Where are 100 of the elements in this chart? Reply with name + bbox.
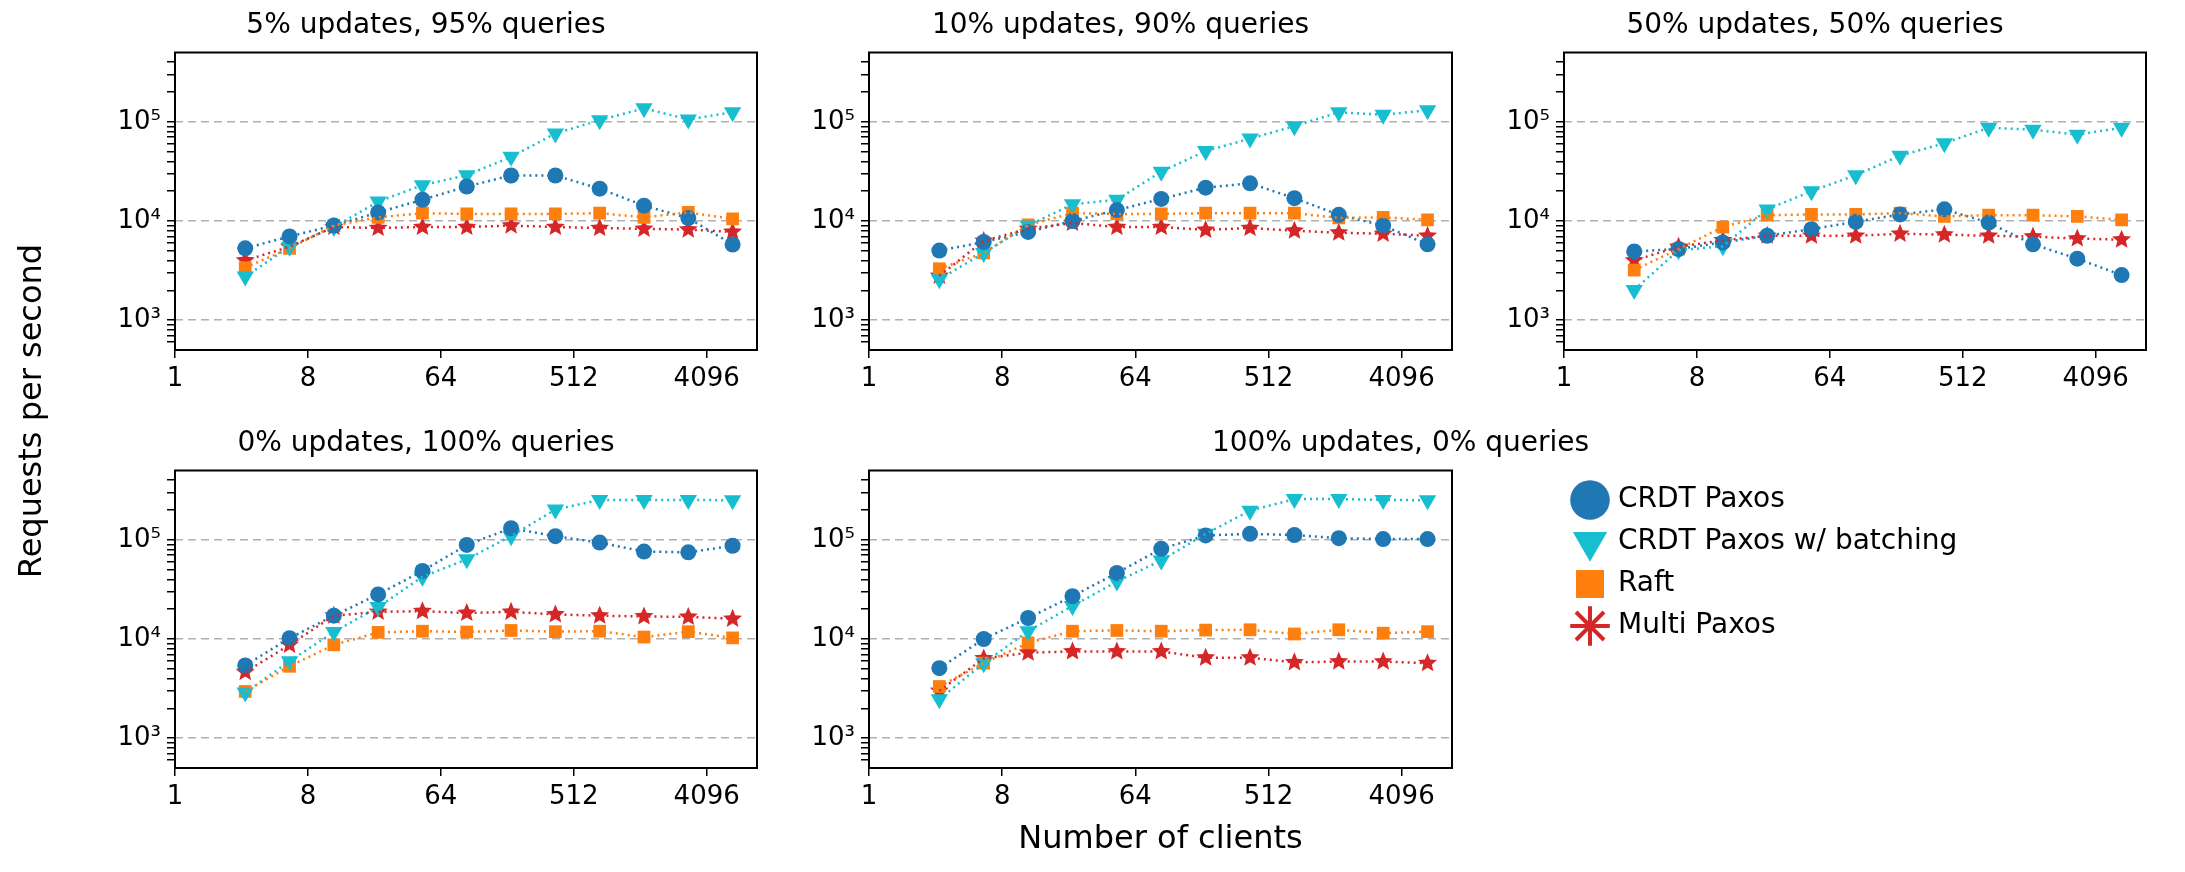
y-tick-label: 10³ [811, 720, 855, 751]
point [680, 544, 697, 561]
point [549, 625, 562, 639]
point [635, 543, 652, 560]
point [416, 624, 429, 638]
point [1374, 494, 1392, 510]
point [591, 494, 609, 510]
x-tick-label: 64 [1813, 362, 1847, 393]
point [460, 625, 474, 639]
point [634, 606, 654, 625]
point [1376, 626, 1390, 640]
x-tick-label: 64 [424, 780, 458, 811]
x-tick-label: 1 [1555, 362, 1573, 393]
point [723, 608, 743, 627]
point [681, 625, 695, 639]
point [591, 534, 608, 551]
x-tick-label: 4096 [1368, 780, 1435, 811]
x-tick-label: 64 [1118, 780, 1152, 811]
x-tick-label: 8 [993, 780, 1011, 811]
x-tick-label: 8 [1688, 362, 1706, 393]
y-tick-label: 10⁵ [811, 104, 855, 135]
x-tick-label: 8 [299, 362, 317, 393]
point [1418, 495, 1437, 511]
point [1284, 652, 1304, 671]
point [1154, 624, 1168, 638]
x-tick-label: 64 [1118, 362, 1152, 393]
y-tick-label: 10⁵ [117, 522, 161, 553]
point [975, 631, 992, 648]
point [1107, 641, 1127, 660]
point [1151, 641, 1171, 660]
y-tick-label: 10³ [1506, 302, 1550, 333]
point [932, 680, 946, 693]
y-tick-label: 10⁵ [1506, 104, 1550, 135]
point [1199, 623, 1213, 637]
point [679, 494, 697, 510]
point [1108, 564, 1125, 581]
x-tick-label: 64 [424, 362, 458, 393]
chart-title: 5% updates, 95% queries [246, 7, 606, 41]
point [1329, 651, 1349, 670]
point [501, 601, 521, 620]
point [590, 605, 610, 624]
x-tick-label: 4096 [1368, 362, 1435, 393]
chart-title: 50% updates, 50% queries [1626, 7, 2004, 41]
y-tick-label: 10⁴ [811, 203, 855, 234]
point [1066, 624, 1079, 638]
x-tick-label: 1 [166, 362, 184, 393]
point [724, 537, 741, 554]
point [371, 626, 385, 639]
point [1332, 623, 1346, 637]
point [1062, 641, 1082, 660]
legend-label: Raft [1618, 565, 1675, 599]
point [547, 528, 564, 545]
point [412, 601, 432, 620]
legend-label: Multi Paxos [1618, 607, 1776, 641]
point [678, 606, 698, 626]
point [1243, 623, 1257, 637]
point [1330, 530, 1347, 547]
legend-label: CRDT Paxos [1618, 481, 1785, 515]
point [1421, 625, 1434, 639]
y-tick-label: 10³ [117, 302, 161, 333]
point [723, 495, 742, 511]
point [1375, 531, 1392, 548]
y-tick-label: 10⁴ [811, 621, 855, 652]
y-tick-label: 10⁵ [117, 104, 161, 135]
x-tick-label: 512 [548, 362, 599, 393]
x-tick-label: 4096 [673, 362, 740, 393]
x-tick-label: 1 [860, 362, 878, 393]
x-axis-title: Number of clients [1018, 818, 1303, 857]
point [1286, 527, 1303, 544]
chart-title: 10% updates, 90% queries [931, 7, 1310, 41]
point [1153, 540, 1170, 557]
x-tick-label: 512 [1243, 362, 1294, 393]
x-tick-label: 512 [1243, 780, 1294, 811]
x-tick-label: 8 [993, 362, 1011, 393]
chart-title: 100% updates, 0% queries [1211, 425, 1590, 459]
chart-title: 0% updates, 100% queries [237, 425, 615, 459]
point [1285, 494, 1304, 510]
point [931, 660, 948, 677]
y-tick-label: 10⁴ [1506, 203, 1550, 234]
y-tick-label: 10⁴ [117, 621, 161, 652]
point [458, 536, 475, 553]
point [370, 586, 387, 603]
x-tick-label: 512 [548, 780, 599, 811]
point [1330, 494, 1348, 510]
x-tick-label: 4096 [2062, 362, 2129, 393]
y-tick-label: 10⁴ [117, 203, 161, 234]
x-tick-label: 4096 [673, 780, 740, 811]
legend-label: CRDT Paxos w/ batching [1618, 523, 1958, 557]
point [1242, 525, 1259, 542]
point [457, 603, 477, 622]
point [726, 631, 739, 645]
point [1373, 651, 1393, 670]
x-tick-label: 1 [860, 780, 878, 811]
x-tick-label: 8 [299, 780, 317, 811]
x-tick-label: 1 [166, 780, 184, 811]
point [1418, 653, 1438, 672]
y-tick-label: 10⁵ [811, 522, 855, 553]
y-tick-label: 10³ [811, 302, 855, 333]
point [1240, 647, 1260, 666]
point [1196, 647, 1216, 666]
